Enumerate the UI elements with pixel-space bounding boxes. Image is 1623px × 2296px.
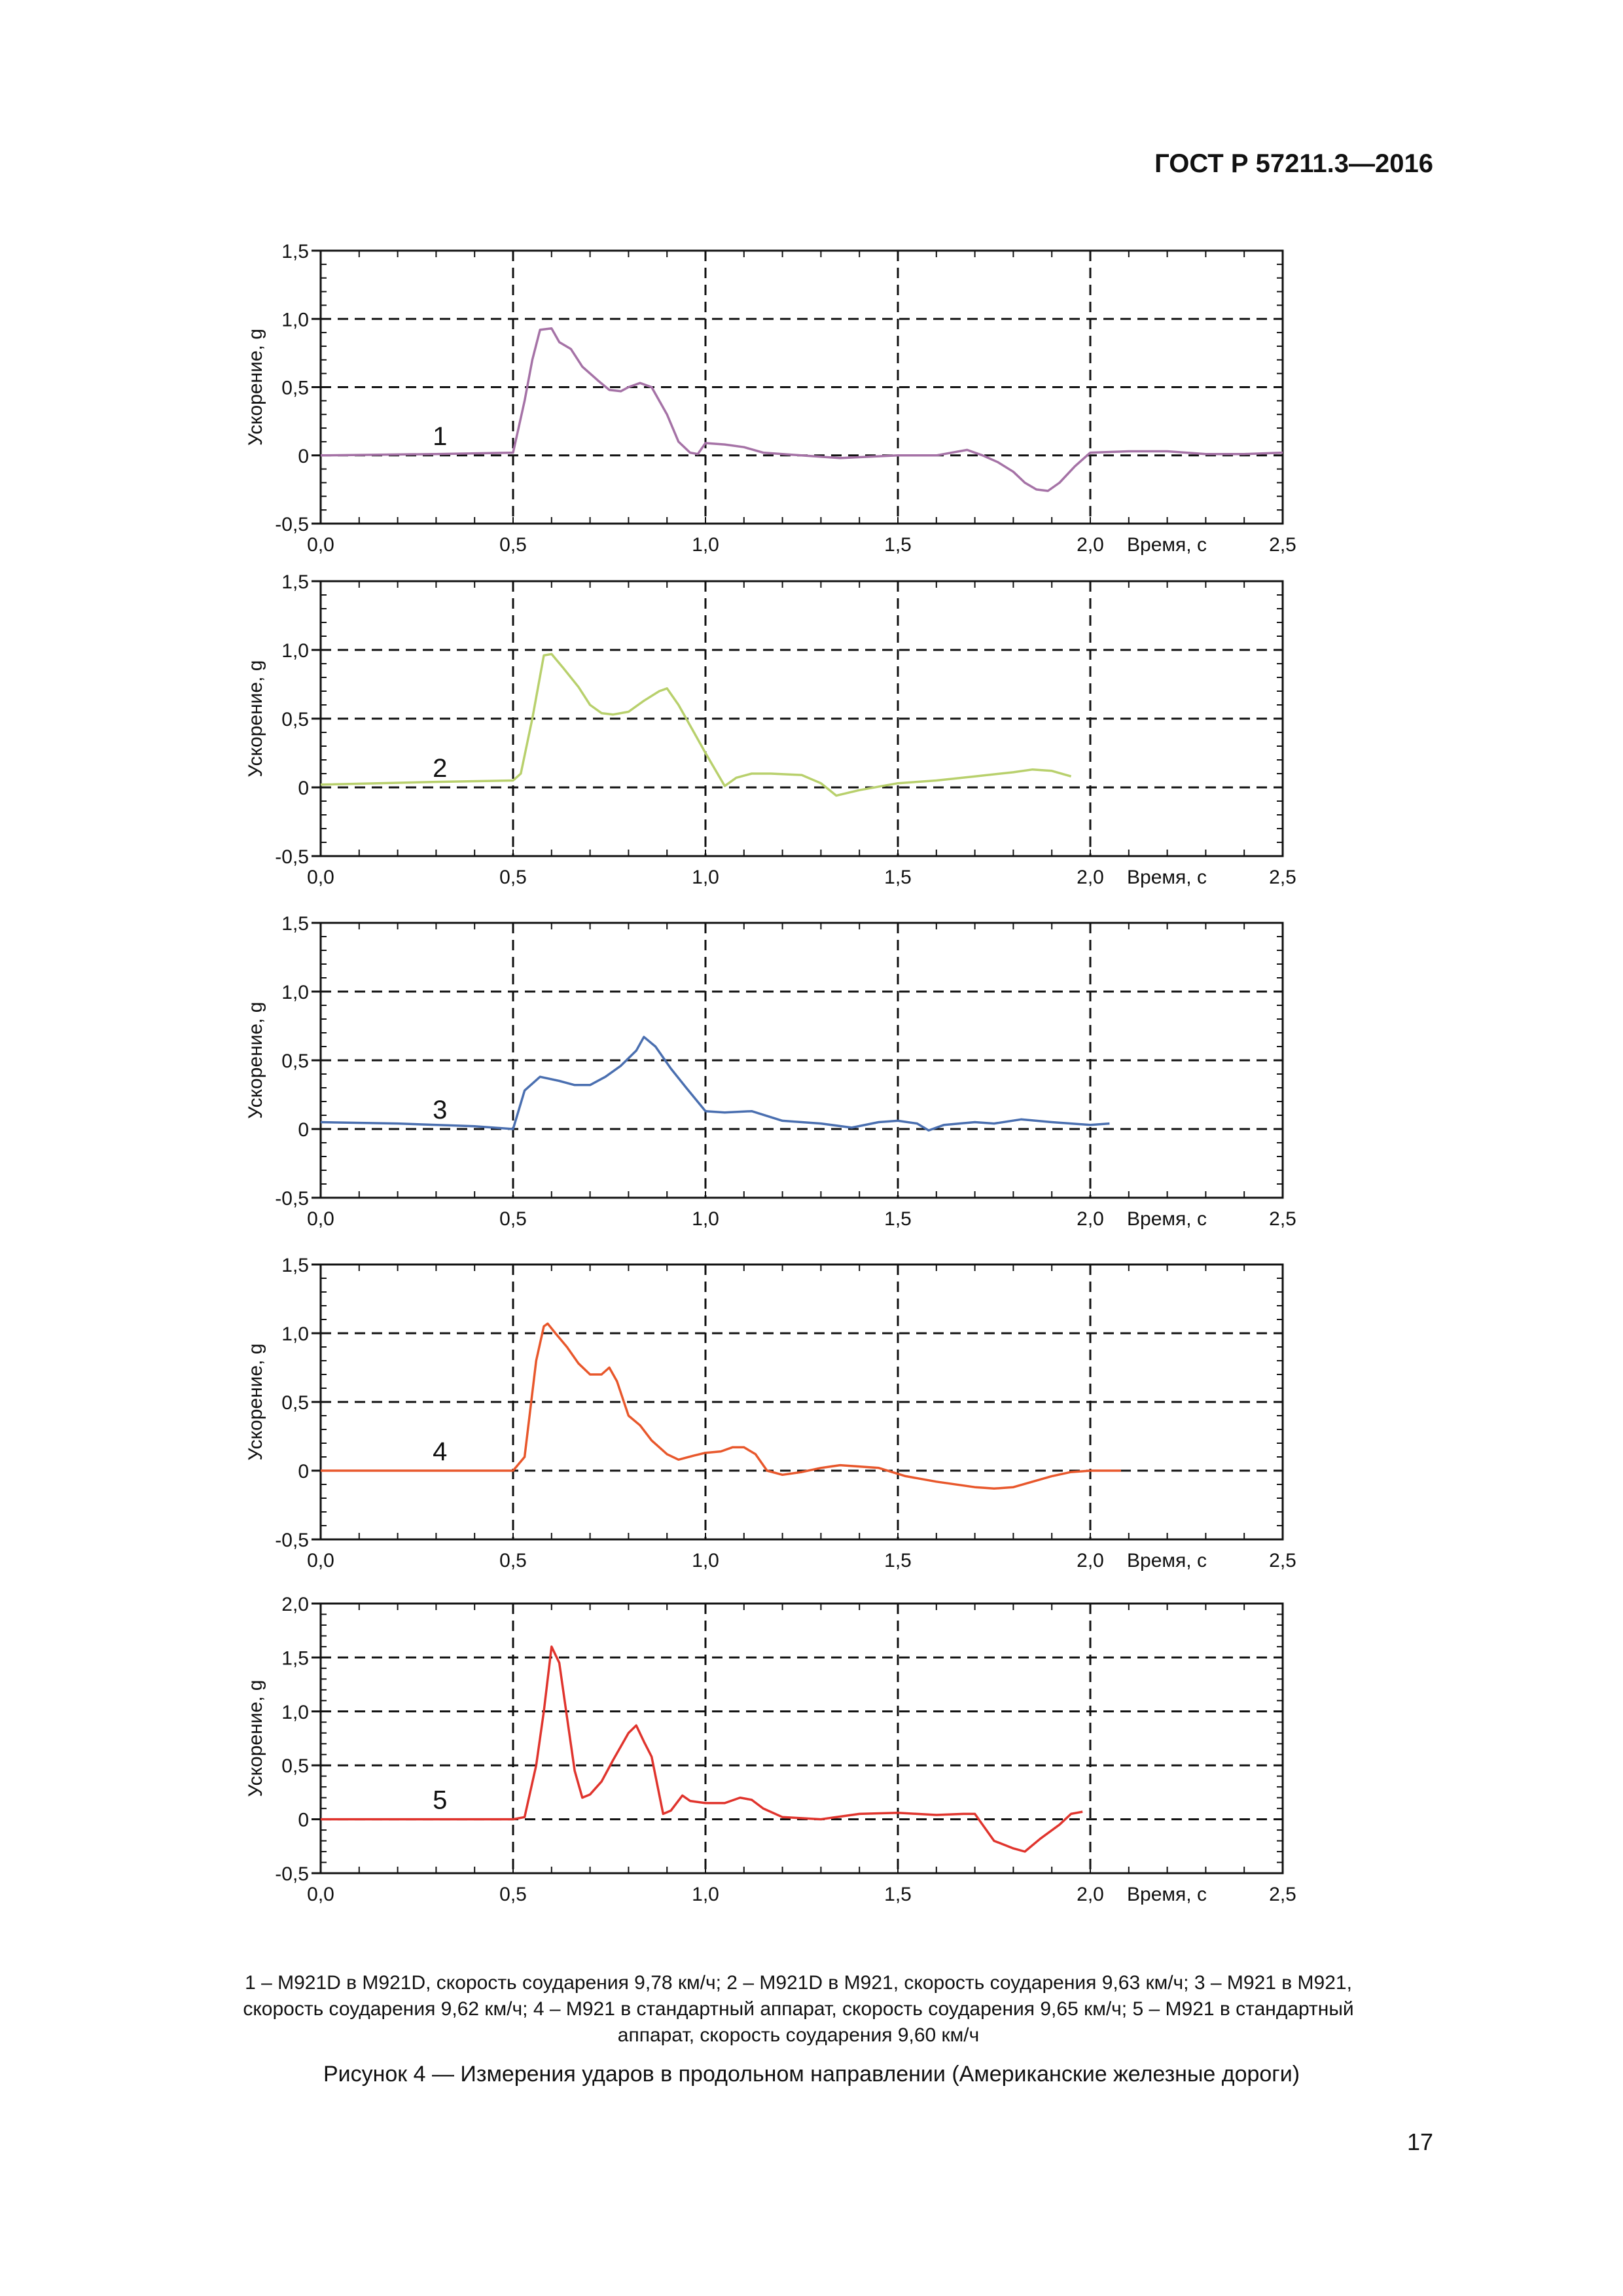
x-tick-label: 0,0 <box>307 1550 334 1571</box>
y-tick-label: 1,5 <box>281 571 309 593</box>
x-axis-label: Время, с <box>1127 1884 1207 1905</box>
x-tick-label: 1,5 <box>884 867 912 888</box>
x-tick-label: 1,0 <box>692 1208 719 1230</box>
x-tick-label: 0,5 <box>499 1208 527 1230</box>
page-number: 17 <box>1406 2128 1433 2155</box>
x-tick-label: 0,5 <box>499 1550 527 1571</box>
legend-item: 5 – M921 в стандартный аппарат, скорость… <box>617 1998 1354 2046</box>
x-tick-label: 1,5 <box>884 534 912 556</box>
y-tick-label: 1,0 <box>281 1702 309 1723</box>
y-tick-label: 1,0 <box>281 1323 309 1345</box>
y-tick-label: 0,5 <box>281 1392 309 1414</box>
x-tick-label: 2,0 <box>1077 534 1104 556</box>
chart-panel-1: 0,0 0,5 1,0 1,5 2,0 2,5 -0,5 0 0,5 1,0 1,5 Ускорени… <box>245 241 1296 556</box>
y-tick-label: 0,5 <box>281 709 309 730</box>
y-tick-label: 1,5 <box>281 241 309 262</box>
y-tick-label: 2,0 <box>281 1594 309 1615</box>
x-tick-label: 2,0 <box>1077 1208 1104 1230</box>
series-label: 1 <box>433 422 447 451</box>
x-tick-label: 0,0 <box>307 1208 334 1230</box>
y-tick-label: 0 <box>298 1461 309 1482</box>
x-tick-label: 1,5 <box>884 1884 912 1905</box>
x-axis-label: Время, с <box>1127 1208 1207 1230</box>
series-label: 5 <box>433 1786 447 1815</box>
x-axis-label: Время, с <box>1127 1550 1207 1571</box>
y-axis-label: Ускорение, g <box>245 1002 266 1119</box>
x-tick-label: 0,5 <box>499 1884 527 1905</box>
y-tick-label: 0 <box>298 1119 309 1141</box>
x-tick-label: 2,5 <box>1269 534 1296 556</box>
figure-caption: Рисунок 4 — Измерения ударов в продольно… <box>323 2062 1300 2087</box>
y-tick-label: 0 <box>298 1810 309 1831</box>
series-label: 3 <box>433 1096 447 1124</box>
x-tick-label: 1,0 <box>692 534 719 556</box>
y-axis-label: Ускорение, g <box>245 329 266 446</box>
x-axis-label: Время, с <box>1127 534 1207 556</box>
x-axis-label: Время, с <box>1127 867 1207 888</box>
legend-item: 2 – M921D в M921, скорость соударения 9,… <box>726 1972 1189 1994</box>
series-label: 4 <box>433 1437 447 1466</box>
y-axis-label: Ускорение, g <box>245 1344 266 1461</box>
y-tick-label: 1,0 <box>281 640 309 662</box>
x-tick-label: 1,5 <box>884 1550 912 1571</box>
y-tick-label: 1,5 <box>281 1647 309 1669</box>
legend-item: 3 – M921 в M921, скорость соударения 9,6… <box>243 1972 1352 2020</box>
y-tick-label: 1,5 <box>281 1255 309 1276</box>
series-line-1 <box>320 327 1283 492</box>
y-axis-label: Ускорение, g <box>245 660 266 778</box>
x-tick-label: 1,0 <box>692 867 719 888</box>
y-tick-label: 1,5 <box>281 913 309 935</box>
chart-panel-4: 0,0 0,5 1,0 1,5 2,0 2,5 -0,5 0 0,5 1,0 1,5 Ускорени… <box>245 1255 1296 1571</box>
y-tick-label: 0,5 <box>281 1755 309 1777</box>
y-tick-label: 1,0 <box>281 309 309 331</box>
y-tick-label: -0,5 <box>275 514 309 535</box>
x-tick-label: 0,0 <box>307 534 334 556</box>
x-tick-label: 1,0 <box>692 1884 719 1905</box>
chart-panel-2: 0,0 0,5 1,0 1,5 2,0 2,5 -0,5 0 0,5 1,0 1,5 Ускорени… <box>245 571 1296 888</box>
y-tick-label: -0,5 <box>275 1530 309 1551</box>
x-tick-label: 2,5 <box>1269 1208 1296 1230</box>
x-tick-label: 2,5 <box>1269 1550 1296 1571</box>
x-tick-label: 2,0 <box>1077 867 1104 888</box>
x-tick-label: 2,0 <box>1077 1884 1104 1905</box>
chart-panel-5: 0,0 0,5 1,0 1,5 2,0 2,5 -0,5 0 0,5 1,0 1,5 2,0 Ускор… <box>245 1594 1296 1905</box>
x-tick-label: 2,5 <box>1269 867 1296 888</box>
y-tick-label: -0,5 <box>275 846 309 868</box>
legend-item: 4 – M921 в стандартный аппарат, скорость… <box>533 1998 1128 2020</box>
x-tick-label: 0,0 <box>307 867 334 888</box>
x-tick-label: 1,0 <box>692 1550 719 1571</box>
y-tick-label: 1,0 <box>281 982 309 1003</box>
x-tick-label: 0,5 <box>499 867 527 888</box>
y-tick-label: -0,5 <box>275 1863 309 1885</box>
series-label: 2 <box>433 754 447 783</box>
y-tick-label: 0 <box>298 778 309 799</box>
y-tick-label: 0,5 <box>281 378 309 399</box>
series-line-4 <box>321 1322 1121 1490</box>
x-tick-label: 0,5 <box>499 534 527 556</box>
y-tick-label: 0 <box>298 446 309 467</box>
figure-legend: 1 – M921D в M921D, скорость соударения 9… <box>236 1970 1361 2049</box>
series-line-2 <box>320 653 1072 797</box>
x-tick-label: 0,0 <box>307 1884 334 1905</box>
standard-number: ГОСТ Р 57211.3—2016 <box>1154 149 1433 178</box>
series-line-5 <box>321 1645 1083 1853</box>
x-tick-label: 2,0 <box>1077 1550 1104 1571</box>
x-tick-label: 2,5 <box>1269 1884 1296 1905</box>
chart-panel-3: 0,0 0,5 1,0 1,5 2,0 2,5 -0,5 0 0,5 1,0 1,5 Ускорени… <box>245 913 1296 1230</box>
plot-frame <box>319 1602 1284 1874</box>
y-tick-label: -0,5 <box>275 1188 309 1210</box>
legend-item: 1 – M921D в M921D, скорость соударения 9… <box>245 1972 721 1994</box>
y-axis-label: Ускорение, g <box>245 1680 266 1797</box>
y-tick-label: 0,5 <box>281 1050 309 1072</box>
series-line-3 <box>320 1035 1110 1132</box>
x-tick-label: 1,5 <box>884 1208 912 1230</box>
